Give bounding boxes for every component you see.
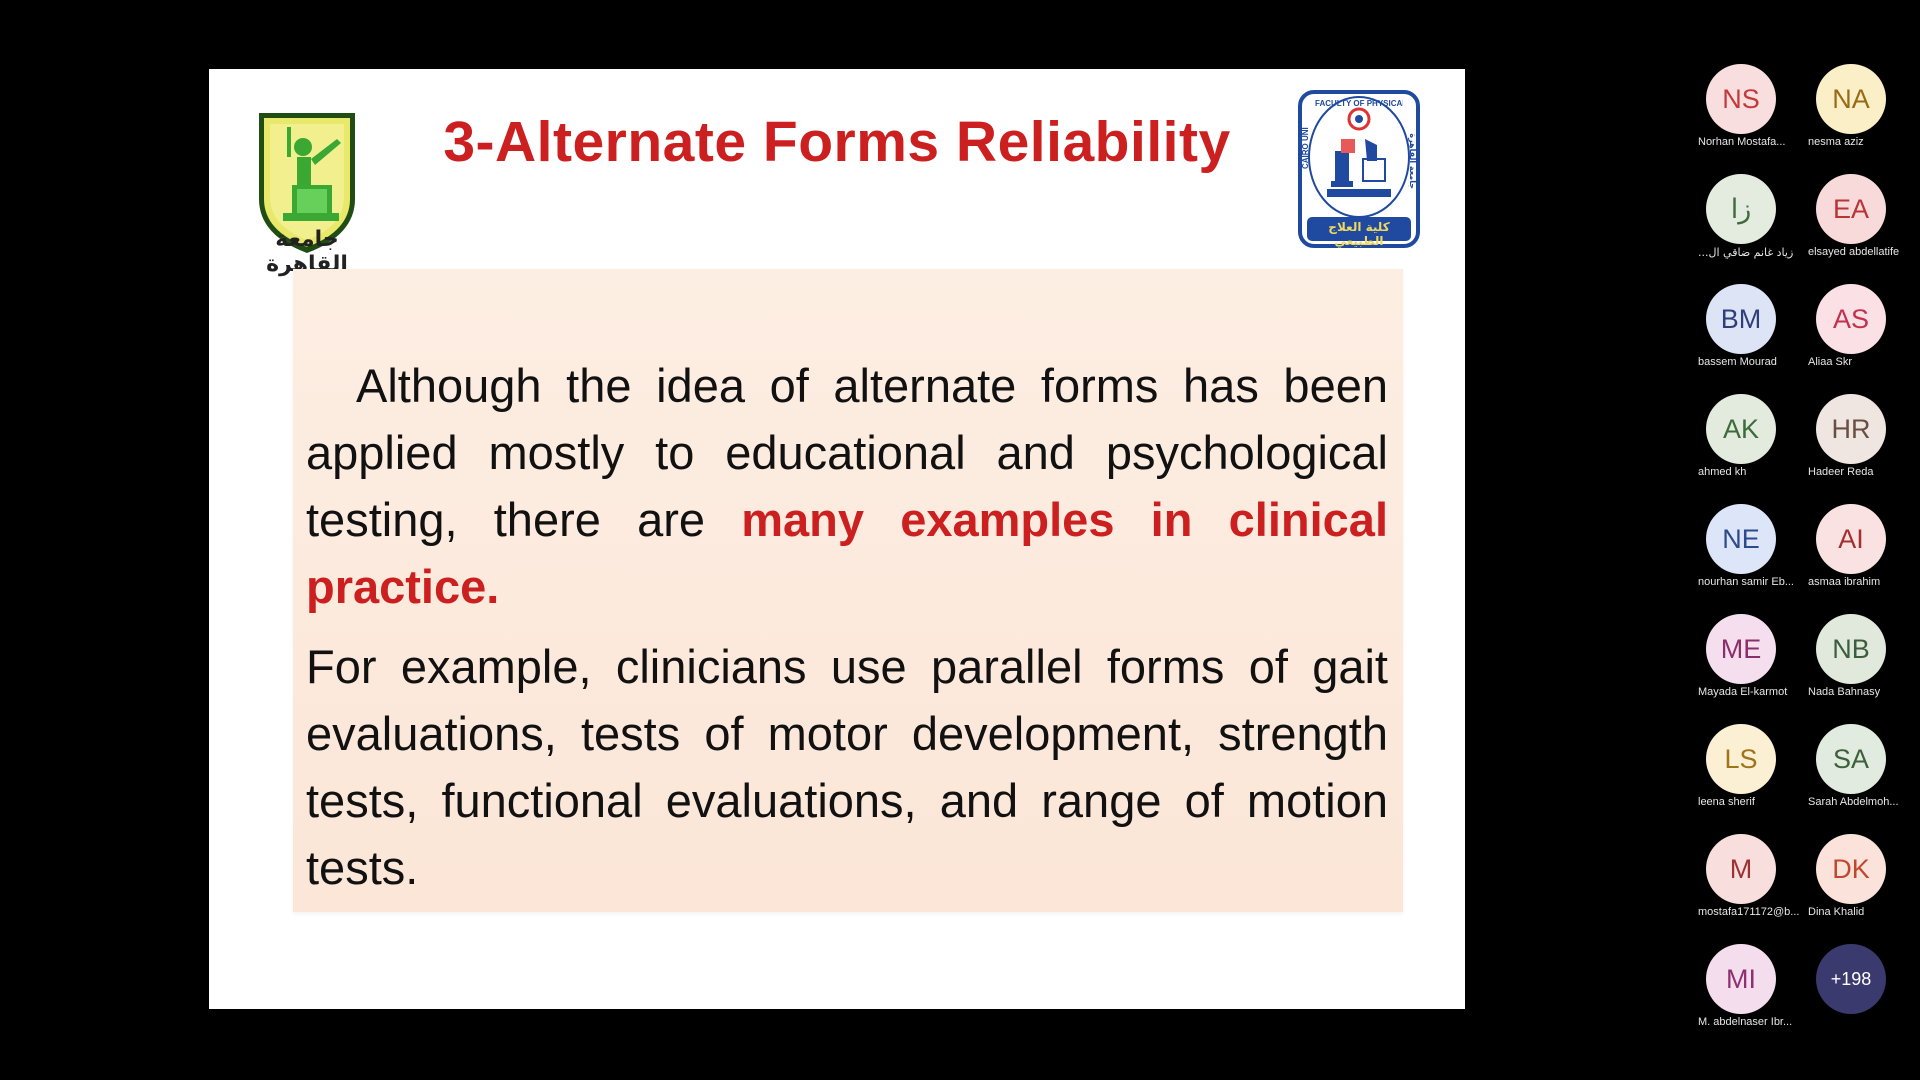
participant-tile[interactable]: زا زياد غانم ضاقي ال... (1690, 172, 1800, 272)
participant-tile[interactable]: AS Aliaa Skr (1800, 282, 1910, 382)
participant-name: Hadeer Reda (1808, 466, 1874, 478)
participant-tile[interactable]: HR Hadeer Reda (1800, 392, 1910, 492)
avatar: ME (1706, 614, 1776, 684)
participant-name: Norhan Mostafa... (1698, 136, 1786, 148)
participant-name: M. abdelnaser Ibr... (1698, 1016, 1793, 1028)
avatar: AS (1816, 284, 1886, 354)
participant-panel: NS Norhan Mostafa... NA nesma aziz زا زي… (1690, 62, 1920, 1028)
participant-tile[interactable]: MI M. abdelnaser Ibr... (1690, 942, 1800, 1042)
participant-tile[interactable]: LS leena sherif (1690, 722, 1800, 822)
avatar: HR (1816, 394, 1886, 464)
paragraph-examples: For example, clinicians use parallel for… (306, 640, 1388, 894)
participant-name: nourhan samir Eb... (1698, 576, 1794, 588)
slide-title: 3-Alternate Forms Reliability (443, 110, 1231, 174)
more-participants-button[interactable]: +198 (1816, 944, 1886, 1014)
participant-name: nesma aziz (1808, 136, 1864, 148)
avatar: NB (1816, 614, 1886, 684)
participant-name: mostafa171172@b... (1698, 906, 1800, 918)
paragraph-emphasis: many examples in clinical practice. (306, 493, 1388, 613)
participant-name: Sarah Abdelmoh... (1808, 796, 1899, 808)
avatar: SA (1816, 724, 1886, 794)
participant-name: ahmed kh (1698, 466, 1747, 478)
participant-tile[interactable]: NA nesma aziz (1800, 62, 1910, 162)
avatar: AI (1816, 504, 1886, 574)
avatar: LS (1706, 724, 1776, 794)
participant-tile[interactable]: NS Norhan Mostafa... (1690, 62, 1800, 162)
participant-name: Dina Khalid (1808, 906, 1865, 918)
participant-tile[interactable]: NE nourhan samir Eb... (1690, 502, 1800, 602)
participant-tile[interactable]: DK Dina Khalid (1800, 832, 1910, 932)
avatar: DK (1816, 834, 1886, 904)
more-participants-tile[interactable]: +198 (1800, 942, 1910, 1042)
avatar: EA (1816, 174, 1886, 244)
avatar: M (1706, 834, 1776, 904)
avatar: NE (1706, 504, 1776, 574)
avatar: MI (1706, 944, 1776, 1014)
paragraph-alternate-forms: Although the idea of alternate forms has… (306, 352, 1388, 620)
faculty-logo-side-right-text: جامعة القاهرة (1408, 133, 1417, 189)
participant-name: asmaa ibrahim (1808, 576, 1881, 588)
paragraph-text: Although the idea of alternate forms has… (306, 359, 1388, 546)
participant-tile[interactable]: ME Mayada El-karmot (1690, 612, 1800, 712)
avatar: BM (1706, 284, 1776, 354)
avatar: NS (1706, 64, 1776, 134)
participant-tile[interactable]: NB Nada Bahnasy (1800, 612, 1910, 712)
participant-name: Mayada El-karmot (1698, 686, 1788, 698)
slide-content-box: Although the idea of alternate forms has… (293, 269, 1403, 912)
avatar: زا (1706, 174, 1776, 244)
participant-tile[interactable]: EA elsayed abdellatife (1800, 172, 1910, 272)
shared-slide: جامعة القاهرة 3-Alternate Forms Reliabil… (209, 69, 1465, 1009)
avatar: NA (1816, 64, 1886, 134)
faculty-logo-top-text: FACULTY OF PHYSICAL THERAPY (1315, 99, 1403, 108)
participant-name: Aliaa Skr (1808, 356, 1853, 368)
participant-name: زياد غانم ضاقي ال... (1698, 246, 1794, 259)
participant-name: bassem Mourad (1698, 356, 1777, 368)
participant-name: leena sherif (1698, 796, 1755, 808)
participant-tile[interactable]: M mostafa171172@b... (1690, 832, 1800, 932)
participant-name: elsayed abdellatife (1808, 246, 1900, 258)
faculty-logo-bottom-text: كلية العلاج الطبيعي (1328, 220, 1390, 248)
participant-tile[interactable]: BM bassem Mourad (1690, 282, 1800, 382)
cairo-university-logo: جامعة القاهرة (237, 107, 377, 277)
faculty-logo-side-left-text: CAIRO UNI (1301, 127, 1310, 169)
faculty-physical-therapy-logo: FACULTY OF PHYSICAL THERAPY CAIRO UNI جا… (1297, 89, 1421, 249)
participant-tile[interactable]: AI asmaa ibrahim (1800, 502, 1910, 602)
avatar: AK (1706, 394, 1776, 464)
participant-name: Nada Bahnasy (1808, 686, 1881, 698)
participant-tile[interactable]: AK ahmed kh (1690, 392, 1800, 492)
participant-tile[interactable]: SA Sarah Abdelmoh... (1800, 722, 1910, 822)
